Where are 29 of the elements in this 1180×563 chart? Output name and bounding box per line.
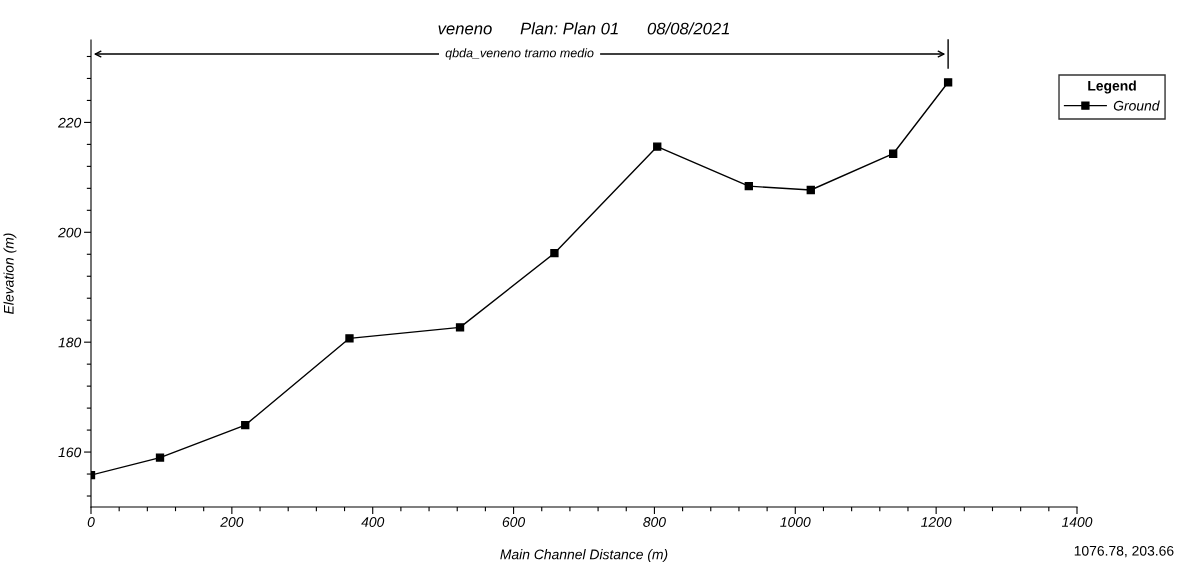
x-tick-label: 800 bbox=[643, 517, 666, 527]
y-tick-label: 160 bbox=[58, 447, 82, 458]
text: 1076.78, 203.66 bbox=[1074, 545, 1174, 558]
point bbox=[345, 334, 354, 343]
x-tick-label: 1400 bbox=[1061, 517, 1093, 527]
y-tick-label: 200 bbox=[58, 227, 82, 238]
point bbox=[806, 185, 815, 195]
legend-title: Legend bbox=[1088, 80, 1136, 94]
chart-title: veneno Plan: Plan 01 08/08/2021 bbox=[438, 22, 730, 35]
x-tick-label: 0 bbox=[87, 517, 95, 527]
x-axis-title: Main Channel Distance (m) bbox=[500, 549, 668, 563]
point bbox=[241, 420, 250, 430]
x-tick-label: 1000 bbox=[780, 517, 811, 527]
legend-label: Ground bbox=[1113, 100, 1160, 111]
point bbox=[653, 142, 662, 151]
y-axis-title: Elevation (m) bbox=[3, 233, 17, 314]
point bbox=[455, 323, 465, 332]
point bbox=[744, 181, 753, 191]
point bbox=[943, 78, 953, 87]
x-tick-label: 200 bbox=[220, 517, 244, 527]
x-tick-label: 1200 bbox=[921, 517, 952, 527]
y-tick-label: 220 bbox=[58, 117, 82, 128]
y-tick-label: 180 bbox=[58, 337, 82, 348]
x-tick-label: 400 bbox=[361, 517, 385, 527]
point bbox=[550, 249, 559, 258]
point bbox=[155, 453, 165, 462]
x-tick-label: 600 bbox=[502, 517, 526, 527]
annotation: qbda_veneno tramo medio bbox=[445, 48, 594, 60]
point bbox=[889, 149, 898, 158]
